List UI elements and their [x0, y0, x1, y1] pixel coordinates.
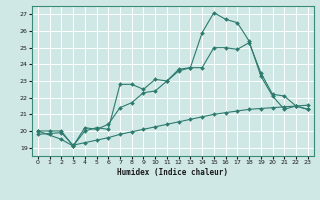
X-axis label: Humidex (Indice chaleur): Humidex (Indice chaleur): [117, 168, 228, 177]
